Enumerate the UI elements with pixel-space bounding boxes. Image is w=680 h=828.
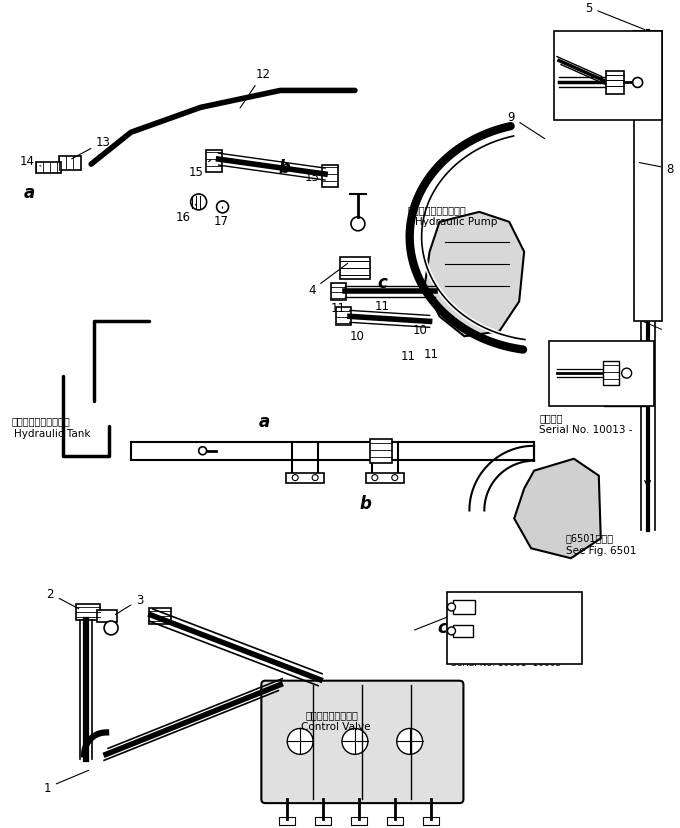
Text: a: a [258,412,270,431]
Circle shape [342,729,368,754]
Text: 1: 1 [44,770,88,794]
Text: 3: 3 [116,594,143,614]
Text: 10: 10 [350,330,364,343]
Circle shape [287,729,313,754]
Bar [454,625,473,637]
Text: Hydraulic Pump: Hydraulic Pump [415,217,497,227]
Bar [602,362,619,386]
FancyBboxPatch shape [261,681,464,803]
Bar [370,440,392,463]
Text: Hydraulic Tank: Hydraulic Tank [14,428,90,438]
Text: ハイドロリックポンプ: ハイドロリックポンプ [408,205,466,214]
Bar [340,258,370,279]
Bar [286,473,324,483]
Text: 19: 19 [481,624,496,638]
Text: 13: 13 [71,136,111,160]
Text: 9: 9 [507,111,545,140]
Bar [331,283,346,301]
Bar [454,600,475,614]
Text: 適用号機: 適用号機 [452,646,473,655]
Circle shape [632,79,643,89]
Text: a: a [24,184,35,202]
Text: ハイドロリックタンク: ハイドロリックタンク [12,416,70,426]
Circle shape [622,368,632,378]
Text: 7: 7 [611,31,641,67]
Text: 適用号機: 適用号機 [539,412,562,422]
Circle shape [104,621,118,635]
Polygon shape [424,213,524,337]
Text: 6: 6 [619,85,634,106]
Text: 11: 11 [330,302,345,315]
Text: 5: 5 [585,2,645,31]
Bar [205,151,222,173]
Bar [322,166,338,188]
Text: 19: 19 [476,621,512,634]
Text: b: b [360,495,372,513]
Bar [76,604,100,620]
Bar [447,592,582,664]
Text: c: c [378,273,388,291]
Circle shape [372,475,378,481]
Text: 11: 11 [424,348,439,361]
Circle shape [190,195,207,210]
Bar [554,31,662,121]
Bar [336,308,351,326]
Text: — 18: — 18 [481,601,512,614]
Text: See Fig. 6501: See Fig. 6501 [566,546,636,556]
Bar [97,610,117,622]
Circle shape [392,475,398,481]
Bar [387,817,403,825]
Text: 6: 6 [611,376,623,397]
Bar [634,31,662,322]
Text: 15: 15 [189,161,211,179]
Text: b: b [278,159,290,177]
Text: 17: 17 [214,208,228,228]
Bar [279,817,295,825]
Text: Serial No. 10013 -: Serial No. 10013 - [539,424,632,435]
Circle shape [447,604,456,611]
Text: 14: 14 [20,155,41,168]
Text: 10: 10 [412,324,427,337]
Bar [606,71,624,95]
Text: 12: 12 [240,69,271,109]
Text: 18: 18 [478,597,512,610]
Circle shape [292,475,299,481]
Bar [366,473,404,483]
Text: c: c [437,619,447,636]
Text: Serial No. 10001 -10005: Serial No. 10001 -10005 [452,658,562,667]
Circle shape [216,202,228,214]
Text: 8: 8 [639,163,674,176]
Bar [422,817,439,825]
Text: 2: 2 [46,587,79,609]
Text: 16: 16 [175,205,197,224]
Circle shape [199,447,207,455]
Bar [549,342,653,407]
Text: 15: 15 [305,171,325,184]
Text: 4: 4 [308,264,347,297]
Bar [59,157,81,171]
Bar [315,817,331,825]
Text: コントロールバルブ: コントロールバルブ [305,710,358,720]
Circle shape [447,627,456,635]
Text: 11: 11 [401,349,415,363]
Circle shape [312,475,318,481]
Bar [351,817,367,825]
Polygon shape [514,460,601,559]
Bar [37,163,61,174]
Bar [149,609,171,624]
Text: Control Valve: Control Valve [301,721,371,732]
Circle shape [396,729,422,754]
Circle shape [351,218,365,232]
Text: 11: 11 [374,300,390,313]
Text: 第6501図参照: 第6501図参照 [566,532,614,542]
